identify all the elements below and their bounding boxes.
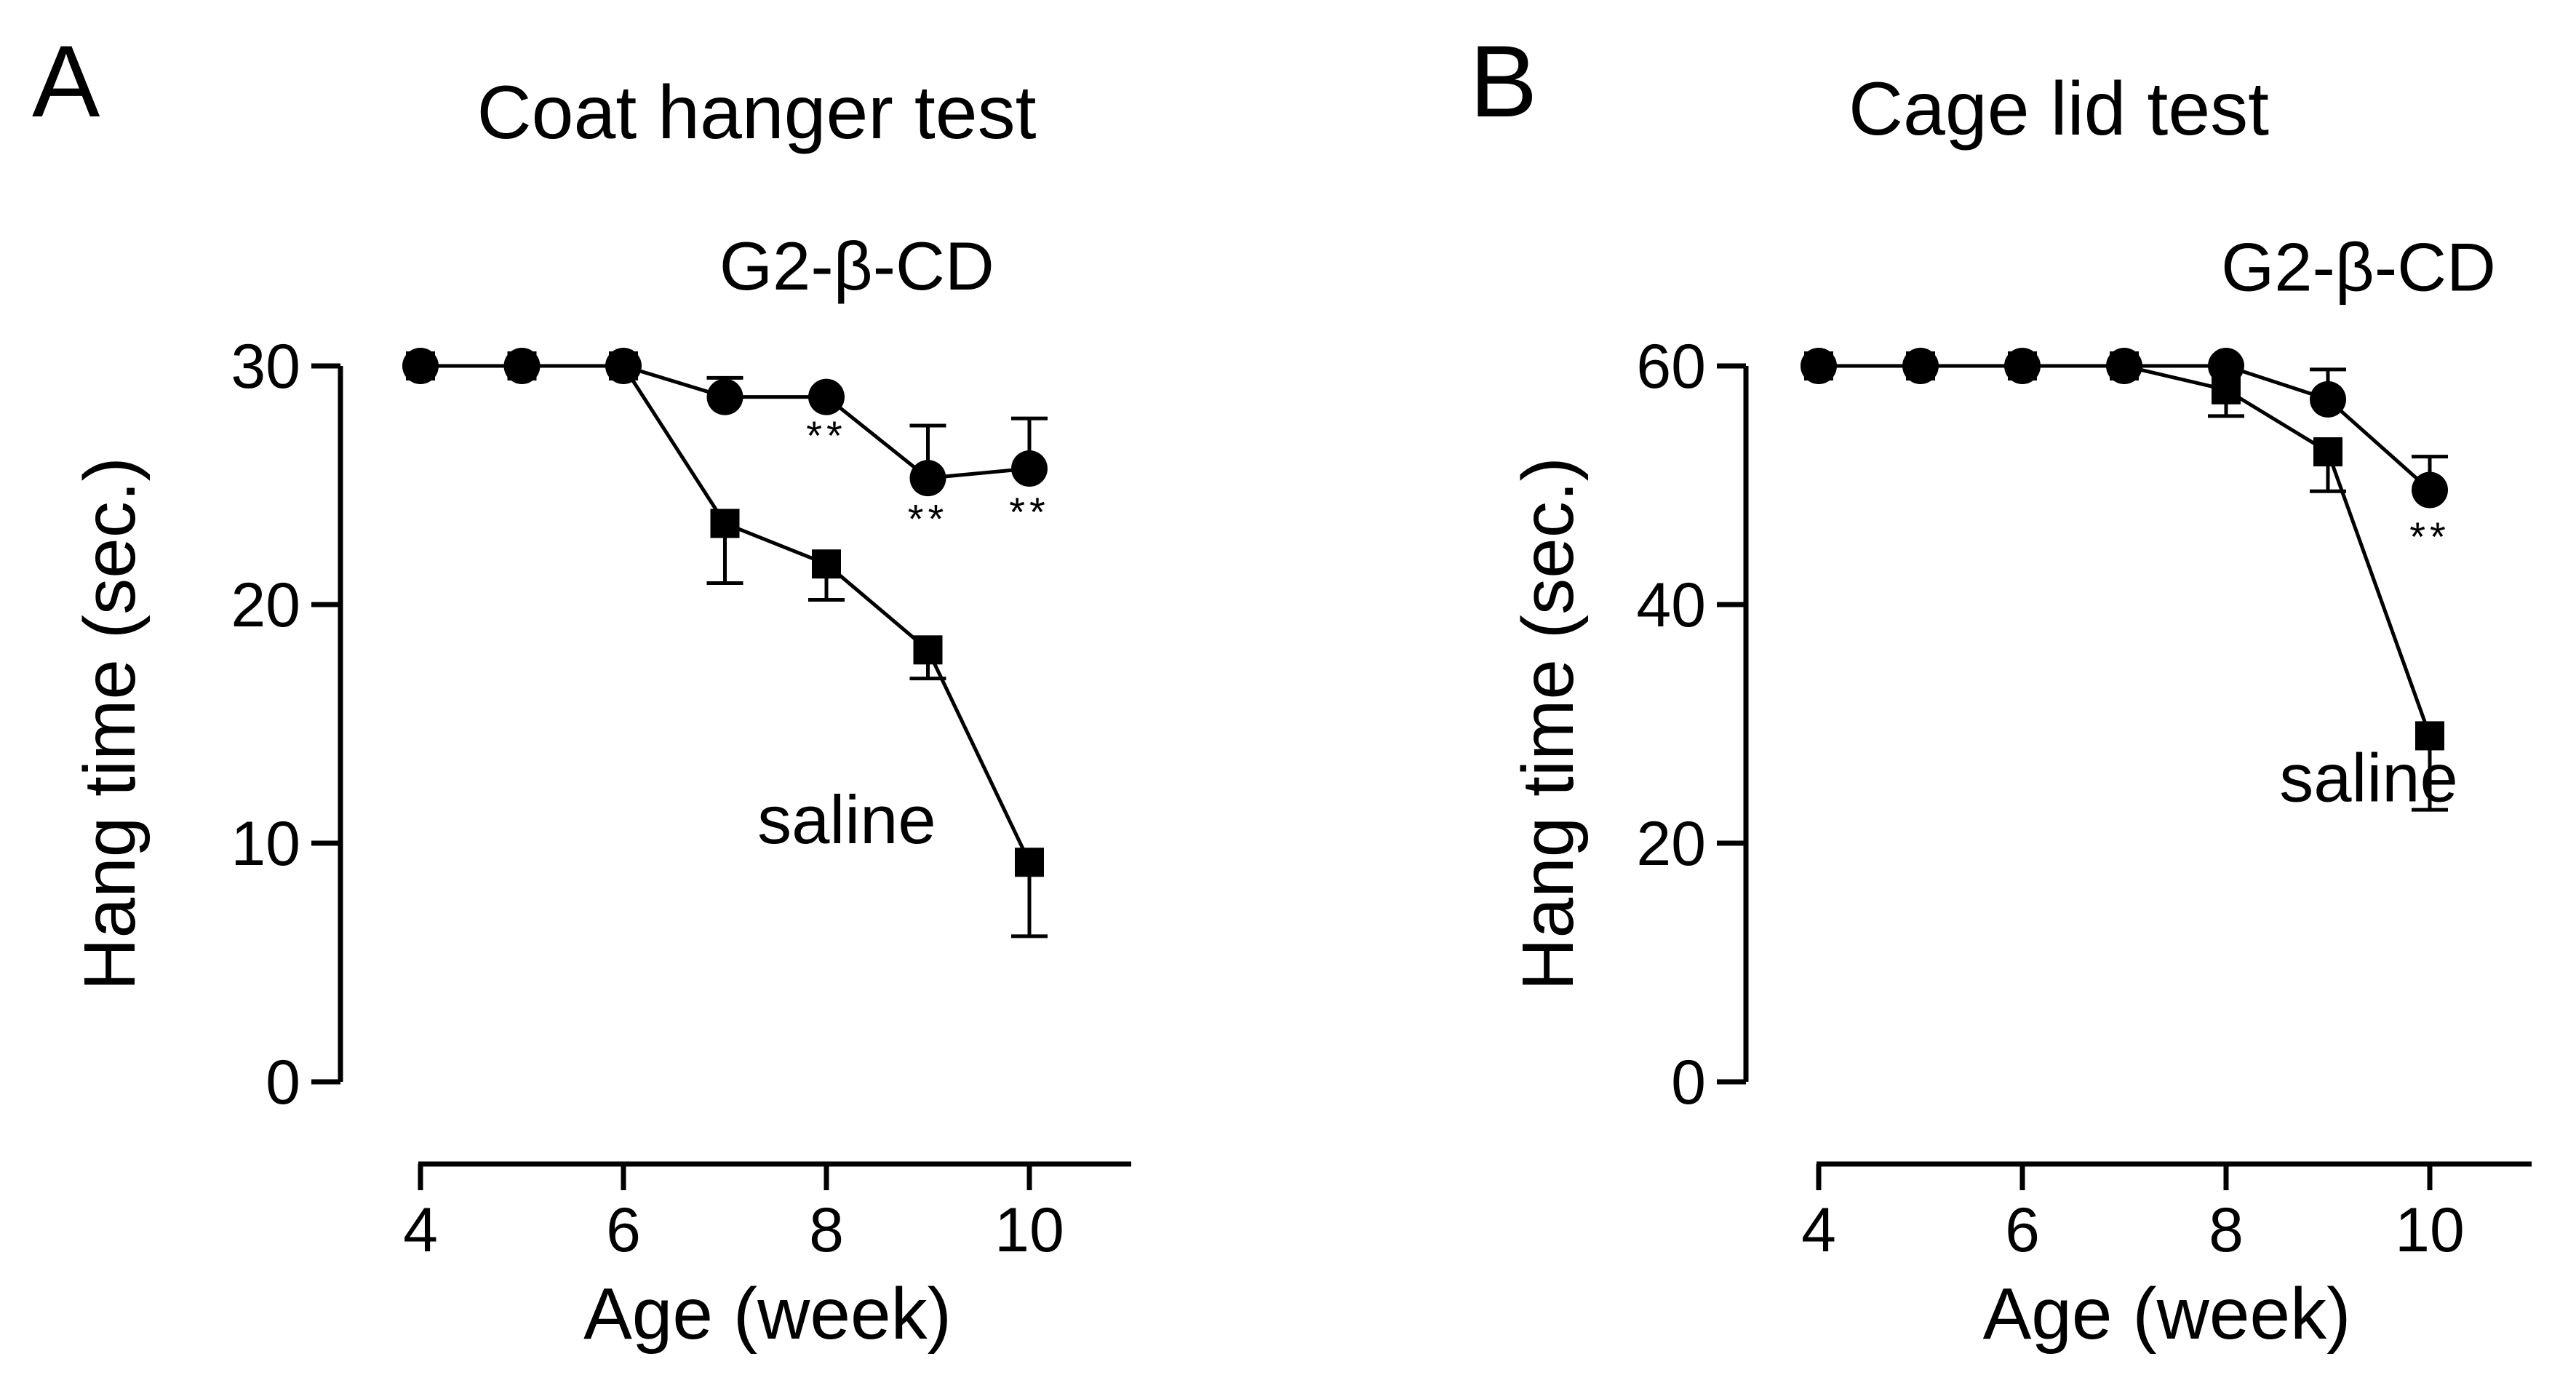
panel-b: B Cage lid test 0 20 40 60 Hang time (sec.) 4 6 8… [1470,24,2532,1355]
significance-marker: ** [806,412,847,458]
x-tick-label: 8 [2209,1195,2244,1265]
series-line-saline [420,364,1032,864]
data-point-g2-beta-cd [2310,380,2346,418]
data-point-saline [913,635,943,665]
chart-title: Coat hanger test [477,71,1037,155]
x-tick-label: 8 [809,1195,844,1265]
data-point-g2-beta-cd [706,378,743,415]
y-tick-label: 20 [1636,809,1706,879]
data-point-saline [812,549,841,579]
y-tick-label: 0 [266,1048,300,1117]
significance-marker: ** [908,496,949,542]
y-axis-label: Hang time (sec.) [1507,457,1589,991]
significance-marker: ** [1009,489,1050,535]
y-tick-label: 20 [231,570,300,640]
y-tick-label: 30 [231,332,300,402]
data-point-saline [609,351,638,380]
series-label: G2-β-CD [2221,229,2496,306]
y-tick-label: 0 [1671,1048,1706,1117]
data-point-saline [406,351,435,380]
x-axis-label: Age (week) [1983,1273,2351,1355]
chart-title: Cage lid test [1849,67,2269,151]
data-point-g2-beta-cd [909,460,946,497]
x-axis-label: Age (week) [583,1273,952,1355]
data-point-g2-beta-cd [808,378,845,415]
panel-label: A [32,24,100,138]
data-point-g2-beta-cd [1011,450,1048,487]
x-tick-label: 4 [403,1195,438,1265]
data-point-saline [1906,351,1935,380]
data-point-saline [2313,437,2342,467]
series-label: saline [757,781,936,858]
data-point-g2-beta-cd [2412,471,2448,509]
y-tick-label: 60 [1636,332,1706,402]
data-point-saline [2212,375,2241,404]
data-point-g2-beta-cd [2208,348,2244,384]
x-tick-label: 4 [1801,1195,1836,1265]
series-label: saline [2279,740,2458,816]
data-point-saline [710,509,740,538]
x-tick-label: 10 [2395,1195,2465,1265]
panel-a: A Coat hanger test 0 10 20 30 Hang time (sec.)… [32,24,1131,1355]
data-point-saline [507,351,537,380]
data-point-saline [1015,848,1044,877]
data-point-saline [2110,351,2139,380]
y-tick-label: 10 [231,809,300,879]
data-point-saline [2008,351,2037,380]
data-point-saline [1804,351,1833,380]
series-label: G2-β-CD [719,228,994,304]
panel-label: B [1470,24,1537,138]
x-tick-label: 10 [994,1195,1064,1265]
x-tick-label: 6 [606,1195,641,1265]
data-point-saline [2415,721,2444,751]
y-axis-label: Hang time (sec.) [69,457,151,991]
x-tick-label: 6 [2005,1195,2040,1265]
series-line-saline [1819,364,2432,737]
y-tick-label: 40 [1636,570,1706,640]
significance-marker: ** [2409,514,2450,559]
